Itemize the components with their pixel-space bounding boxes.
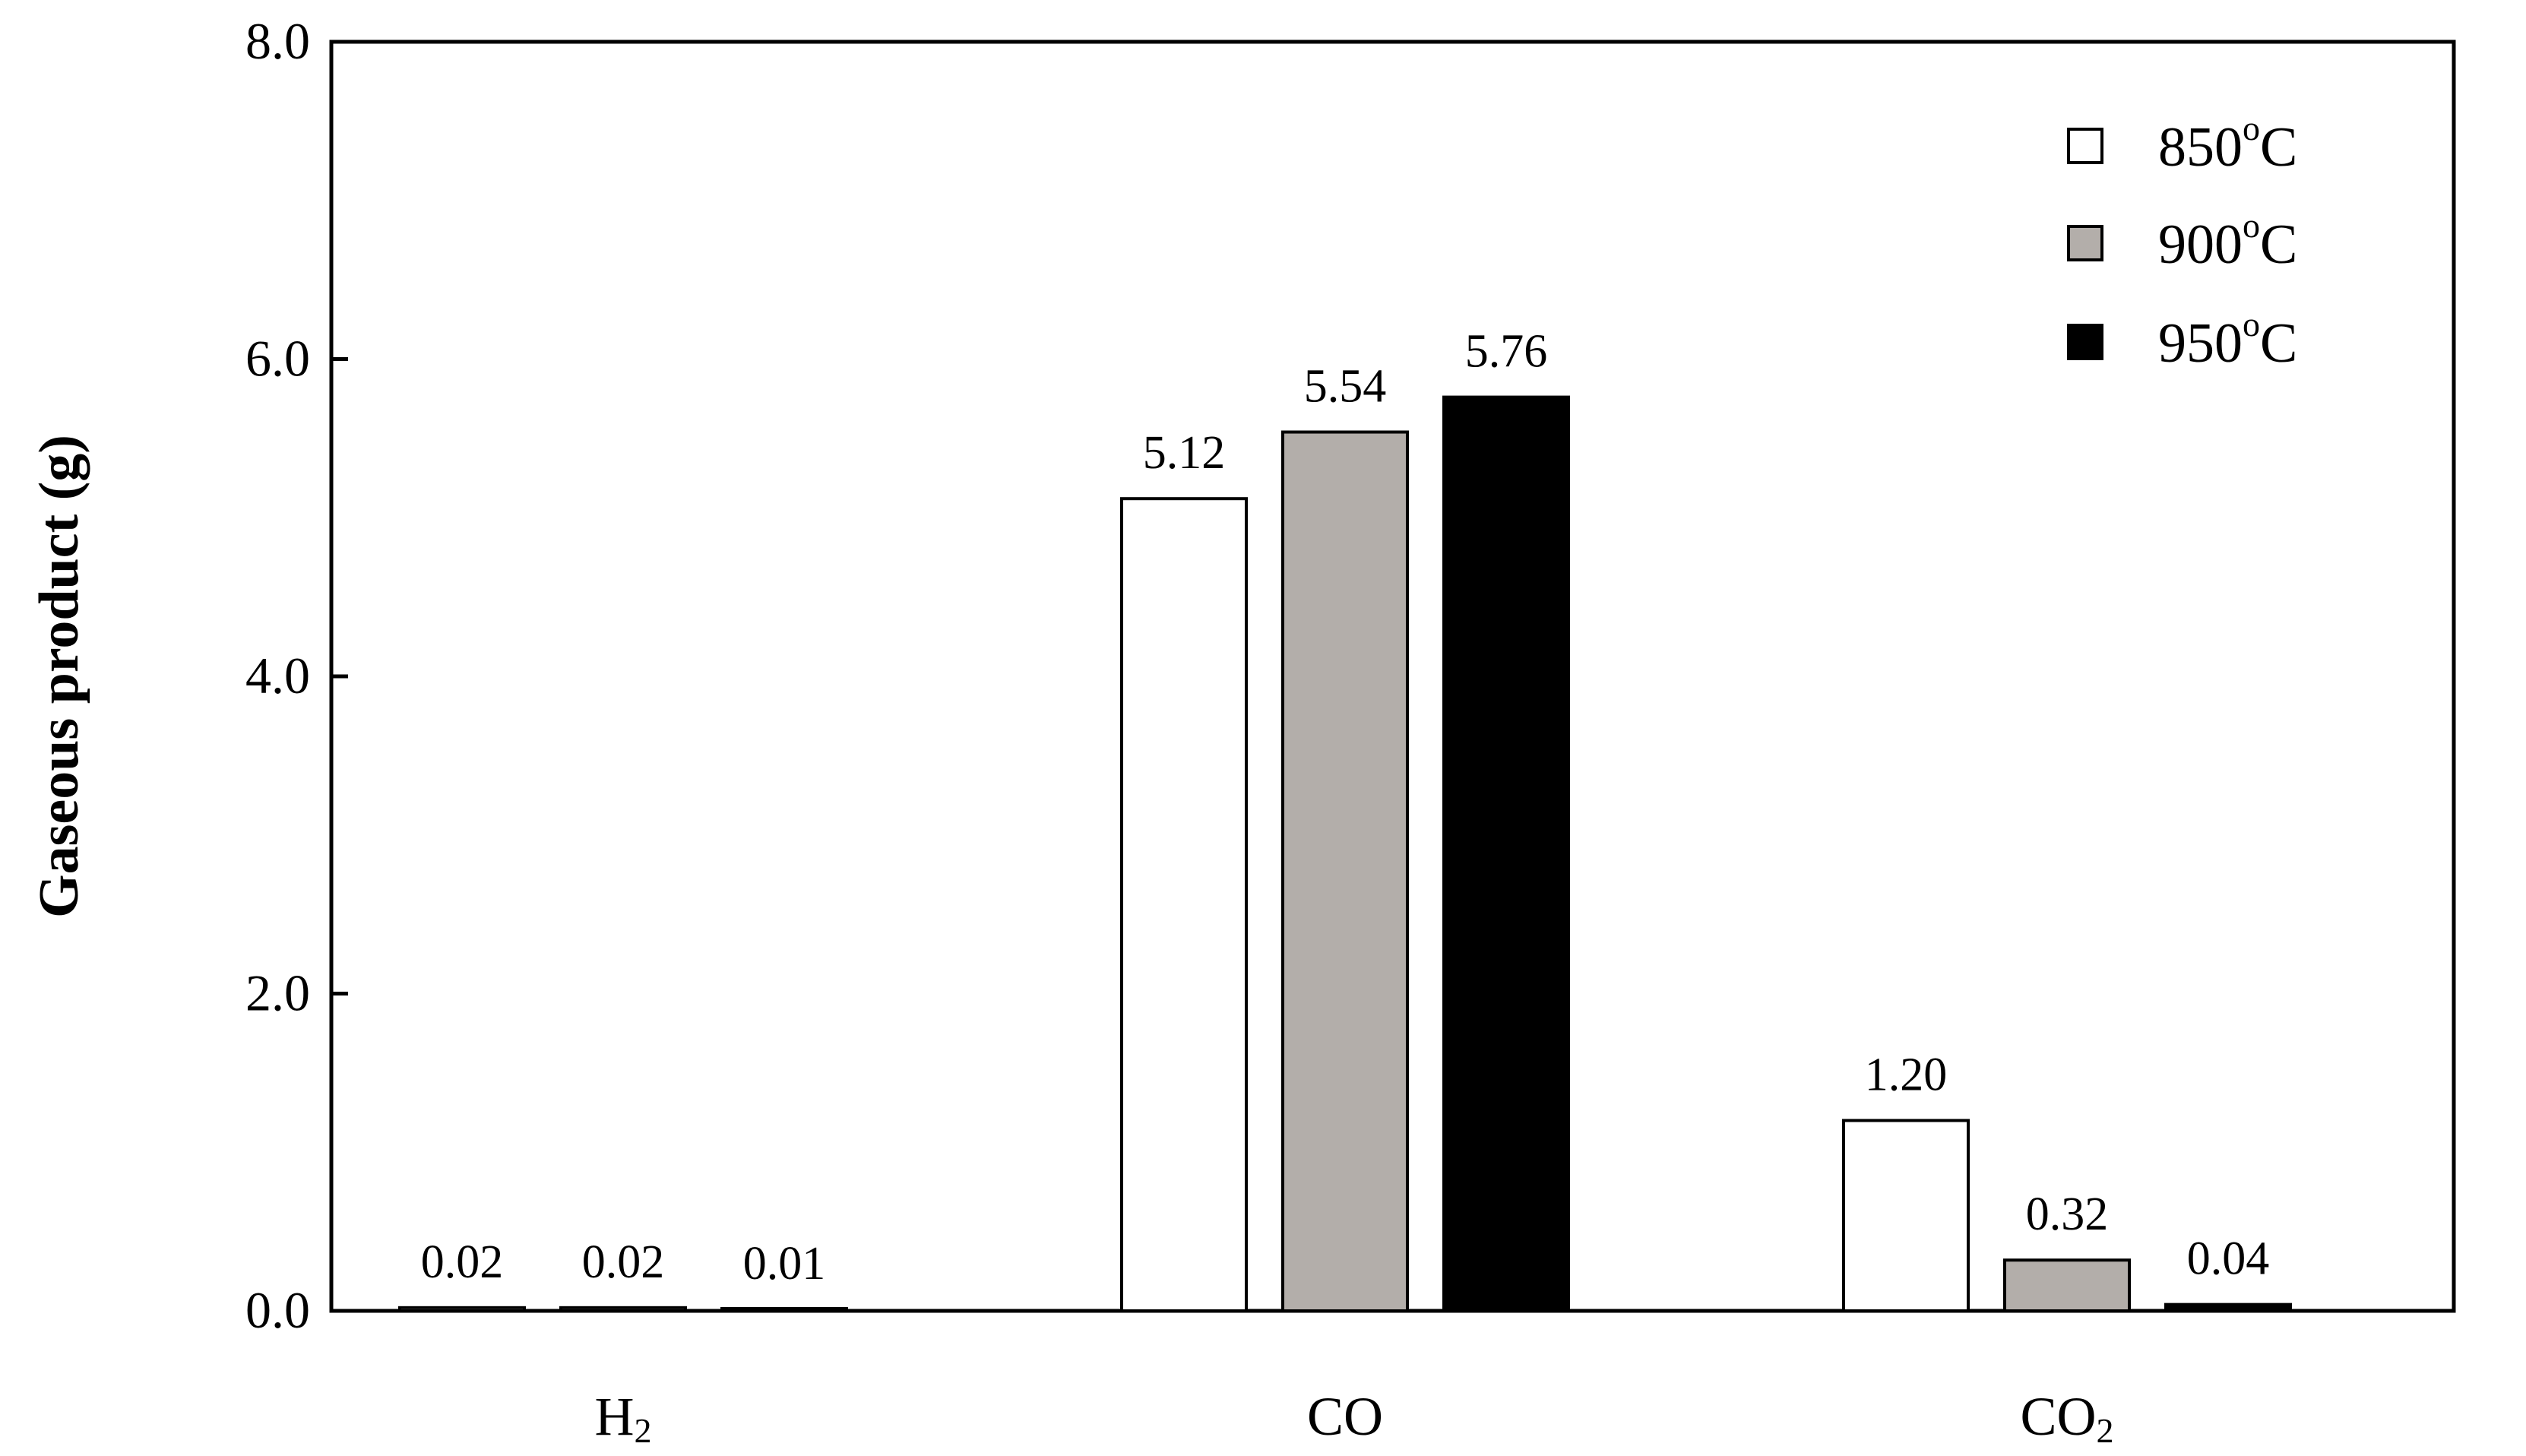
legend-swatch	[2067, 324, 2103, 360]
x-category-label: CO	[1307, 1386, 1383, 1447]
y-tick-label: 6.0	[245, 330, 310, 388]
x-category-label: CO2	[2020, 1386, 2113, 1450]
y-tick-label: 2.0	[245, 964, 310, 1022]
data-label: 0.32	[2026, 1189, 2109, 1240]
legend-label: 950oC	[2158, 305, 2297, 375]
data-label: 5.76	[1465, 326, 1548, 378]
y-axis: 0.0 2.0 4.0 6.0 8.0	[245, 12, 348, 1339]
data-label: 1.20	[1865, 1049, 1948, 1101]
y-tick-label: 8.0	[245, 12, 310, 70]
bar	[1120, 497, 1248, 1313]
legend-label: 900oC	[2158, 206, 2297, 276]
bars	[398, 395, 2292, 1313]
y-tick-label: 0.0	[245, 1281, 310, 1339]
data-label: 0.01	[743, 1238, 826, 1290]
legend-swatch	[2067, 128, 2103, 164]
y-tick-label: 4.0	[245, 647, 310, 704]
legend-swatch	[2067, 225, 2103, 261]
data-label: 0.04	[2187, 1233, 2270, 1285]
bar	[720, 1307, 848, 1312]
bar	[398, 1306, 526, 1312]
x-category-label: H2	[595, 1386, 652, 1450]
bar	[559, 1306, 687, 1312]
data-label: 0.02	[582, 1236, 665, 1288]
bar	[1842, 1119, 1970, 1312]
bar	[1442, 395, 1570, 1312]
legend-label: 850oC	[2158, 109, 2297, 179]
data-label: 5.12	[1143, 427, 1226, 479]
x-axis: H2 CO CO2	[595, 1386, 2114, 1450]
bar	[2003, 1258, 2131, 1312]
bar	[2164, 1302, 2292, 1313]
data-label: 5.54	[1304, 361, 1387, 413]
y-axis-label: Gaseous product (g)	[28, 435, 90, 918]
data-labels: 0.02 5.12 1.20 0.02 5.54 0.32 0.01 5.76 0.04	[421, 326, 2270, 1290]
legend: 850oC 900oC 950oC	[2067, 109, 2297, 375]
bar	[1281, 430, 1409, 1312]
data-label: 0.02	[421, 1236, 504, 1288]
